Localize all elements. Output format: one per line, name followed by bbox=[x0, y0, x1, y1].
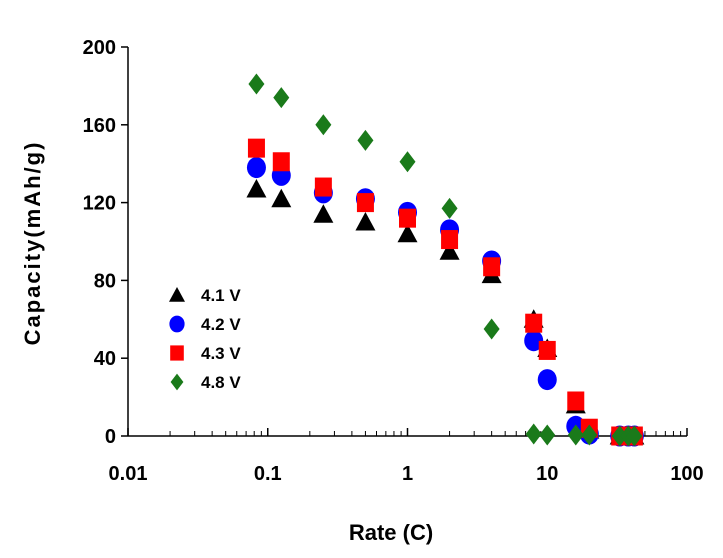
data-point bbox=[483, 318, 500, 340]
data-point bbox=[247, 138, 265, 158]
y-tick-label: 200 bbox=[83, 37, 116, 59]
data-point bbox=[272, 152, 290, 172]
data-point bbox=[525, 423, 542, 445]
x-axis-title: Rate (C) bbox=[349, 520, 433, 545]
x-tick-label: 10 bbox=[536, 463, 558, 485]
data-point bbox=[567, 424, 584, 446]
data-point bbox=[441, 230, 459, 250]
data-point bbox=[315, 114, 332, 136]
data-point bbox=[539, 424, 556, 446]
y-tick-label: 120 bbox=[83, 193, 116, 215]
data-point bbox=[567, 391, 585, 411]
legend-marker bbox=[169, 287, 185, 302]
data-point bbox=[441, 197, 458, 219]
data-point bbox=[399, 151, 416, 173]
legend-label: 4.1 V bbox=[201, 286, 241, 305]
series-4.8v bbox=[248, 73, 643, 447]
series-4.3v bbox=[247, 138, 643, 446]
series-4.2v bbox=[246, 157, 644, 447]
x-tick-label: 0.01 bbox=[109, 463, 148, 485]
series-4.1v bbox=[246, 178, 645, 445]
y-tick-label: 40 bbox=[94, 348, 116, 370]
data-point bbox=[356, 193, 374, 213]
data-point bbox=[355, 212, 376, 231]
data-point bbox=[525, 313, 543, 333]
x-tick-label: 1 bbox=[402, 463, 413, 485]
data-point bbox=[248, 73, 265, 95]
data-point bbox=[581, 424, 598, 446]
data-point bbox=[611, 425, 628, 447]
x-tick-label: 100 bbox=[670, 463, 703, 485]
legend-label: 4.3 V bbox=[201, 344, 241, 363]
legend-marker bbox=[170, 345, 184, 361]
data-point bbox=[483, 257, 501, 277]
legend-label: 4.8 V bbox=[201, 373, 241, 392]
data-point bbox=[397, 223, 418, 243]
tick-labels: 0 40 80 120 160 200 0.01 0.1 1 10 100 bbox=[83, 37, 704, 485]
legend: 4.1 V 4.2 V 4.3 V 4.8 V bbox=[169, 286, 241, 392]
data-point bbox=[439, 241, 460, 260]
data-point bbox=[246, 157, 266, 179]
legend-marker bbox=[170, 373, 184, 391]
legend-marker bbox=[169, 315, 185, 333]
data-point bbox=[246, 178, 267, 198]
data-point bbox=[524, 330, 544, 352]
data-point bbox=[313, 204, 334, 223]
data-point bbox=[271, 188, 292, 208]
y-tick-label: 0 bbox=[105, 426, 116, 448]
data-point bbox=[399, 208, 416, 228]
data-point bbox=[626, 425, 643, 447]
y-tick-label: 80 bbox=[94, 270, 116, 292]
data-point bbox=[538, 340, 556, 360]
y-axis-title: Capacity(mAh/g) bbox=[20, 141, 45, 346]
y-tick-label: 160 bbox=[83, 115, 116, 137]
data-point bbox=[357, 129, 374, 151]
data-points bbox=[246, 73, 645, 447]
data-point bbox=[537, 369, 557, 391]
data-point bbox=[273, 87, 290, 109]
data-point bbox=[314, 177, 332, 197]
legend-label: 4.2 V bbox=[201, 315, 241, 334]
x-tick-label: 0.1 bbox=[254, 463, 282, 485]
